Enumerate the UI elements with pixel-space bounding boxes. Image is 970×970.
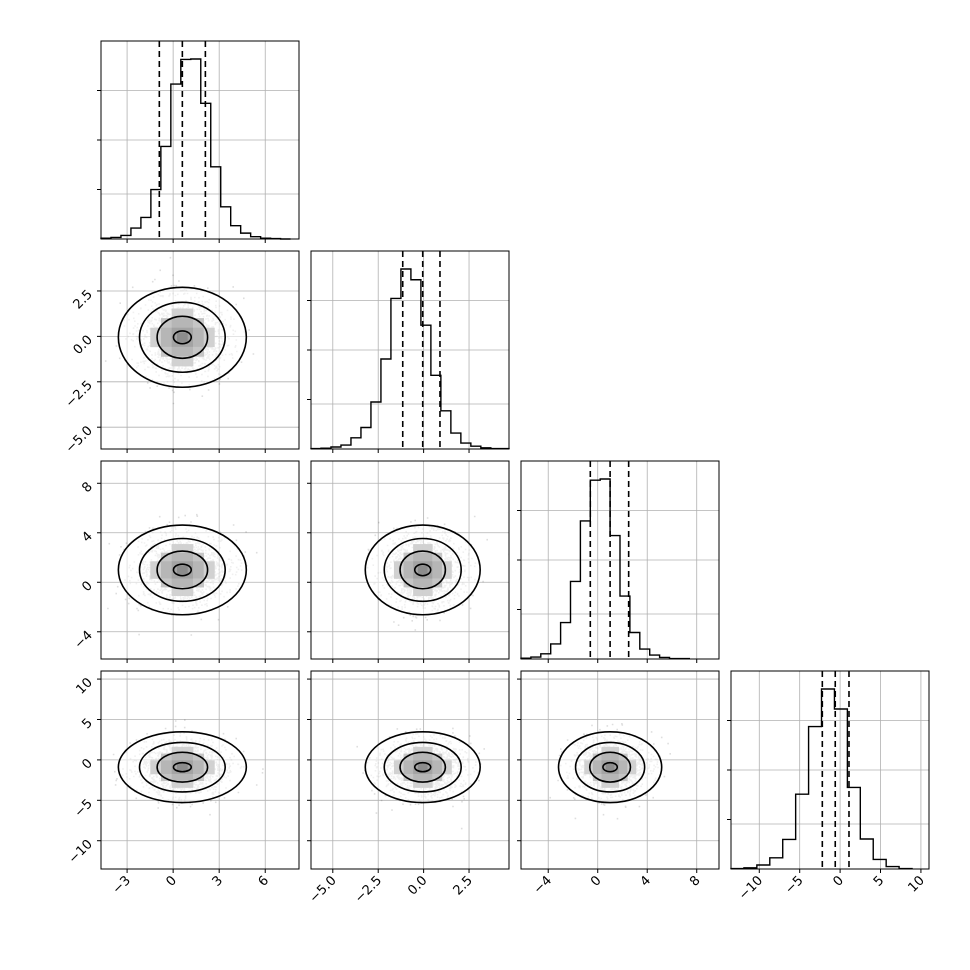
x-tick-label-p1-r3-0: −5.0 [307, 873, 340, 906]
y-tick-label-p2-c0-1: 0 [79, 578, 95, 594]
density-panel-3-1: −5.0 −2.5 0.0 2.5 [307, 670, 510, 906]
density-panel-1-0: −5.0 −2.5 0.0 2.5 [63, 250, 300, 456]
contour-3-0-2 [156, 751, 209, 783]
x-tick-label-p3-3: 5 [871, 873, 887, 889]
panel-frame-3 [730, 670, 930, 870]
x-tick-label-p2-r3-2: 4 [638, 873, 654, 889]
x-tick-label-p1-r3-3: 2.5 [451, 873, 476, 898]
y-tick-label-p1-c0-3: 2.5 [71, 287, 96, 312]
y-tick-label-p2-c0-2: 4 [79, 529, 95, 545]
contour-2-1-2 [399, 550, 447, 590]
contour-3-2-0 [557, 731, 663, 804]
panel-frame-2 [520, 460, 720, 660]
histogram-step-1 [310, 268, 510, 450]
y-tick-label-p1-c0-0: −5.0 [63, 423, 96, 456]
contour-2-0-0 [117, 524, 248, 616]
y-tick-label-p3-c0-3: 5 [79, 716, 95, 732]
density-panel-2-0: −4 0 4 8 [72, 460, 300, 663]
panel-frame-2-1 [310, 460, 510, 660]
contour-1-0-0 [117, 286, 248, 389]
x-tick-label-p2-r3-0: −4 [531, 873, 555, 897]
density-panel-3-2: −4 0 4 8 [517, 670, 720, 897]
contour-3-0-1 [138, 741, 226, 793]
panel-frame-0 [100, 40, 300, 240]
contour-3-1-1 [383, 741, 462, 793]
x-tick-label-p3-2: 0 [830, 873, 846, 889]
histogram-panel-0 [97, 40, 300, 243]
y-tick-label-p1-c0-2: 0.0 [71, 333, 96, 358]
x-tick-label-p3-0: −10 [736, 873, 766, 903]
histogram-step-3 [730, 688, 913, 870]
x-tick-label-p0-r3-2: 3 [210, 873, 226, 889]
contour-2-1-0 [364, 524, 481, 616]
contour-1-0-1 [138, 301, 226, 374]
histogram-panel-1 [307, 250, 510, 453]
y-tick-label-p3-c0-0: −10 [66, 837, 96, 867]
panel-frame-1 [310, 250, 510, 450]
x-tick-label-p1-r3-1: −2.5 [352, 873, 385, 906]
histogram-panel-2 [517, 460, 720, 663]
x-tick-label-p0-r3-0: −3 [110, 873, 134, 897]
contour-3-2-2 [588, 751, 632, 783]
y-tick-label-p3-c0-1: −5 [72, 797, 96, 821]
density-panel-2-1 [307, 460, 510, 663]
panel-frame-3-1 [310, 670, 510, 870]
x-tick-label-p2-r3-1: 0 [588, 873, 604, 889]
x-tick-label-p3-4: 10 [905, 873, 927, 895]
y-tick-label-p1-c0-1: −2.5 [63, 378, 96, 411]
panel-frame-2-0 [100, 460, 300, 660]
x-tick-label-p0-r3-1: 0 [164, 873, 180, 889]
histogram-step-0 [100, 58, 291, 240]
contour-3-1-2 [399, 751, 447, 783]
contour-3-2-1 [574, 741, 646, 793]
contour-2-0-2 [156, 550, 209, 590]
contour-3-0-0 [117, 731, 248, 804]
x-tick-label-p0-r3-3: 6 [256, 873, 272, 889]
x-tick-label-p3-1: −5 [782, 873, 806, 897]
x-tick-label-p2-r3-3: 8 [687, 873, 703, 889]
y-tick-label-p2-c0-3: 8 [79, 479, 95, 495]
panel-frame-3-2 [520, 670, 720, 870]
y-tick-label-p2-c0-0: −4 [72, 628, 96, 652]
panel-frame-1-0 [100, 250, 300, 450]
contour-2-1-1 [383, 537, 462, 603]
contour-2-0-1 [138, 537, 226, 603]
contour-1-0-2 [156, 315, 209, 360]
x-tick-label-p1-r3-2: 0.0 [405, 873, 430, 898]
histogram-step-2 [520, 478, 690, 660]
density-panel-3-0: −3 0 3 6 −10 −5 0 5 10 [66, 670, 300, 897]
panel-frame-3-0 [100, 670, 300, 870]
y-tick-label-p3-c0-4: 10 [74, 675, 96, 697]
y-tick-label-p3-c0-2: 0 [79, 756, 95, 772]
contour-3-1-0 [364, 731, 481, 804]
histogram-panel-3: −10 −5 0 5 10 [727, 670, 930, 903]
